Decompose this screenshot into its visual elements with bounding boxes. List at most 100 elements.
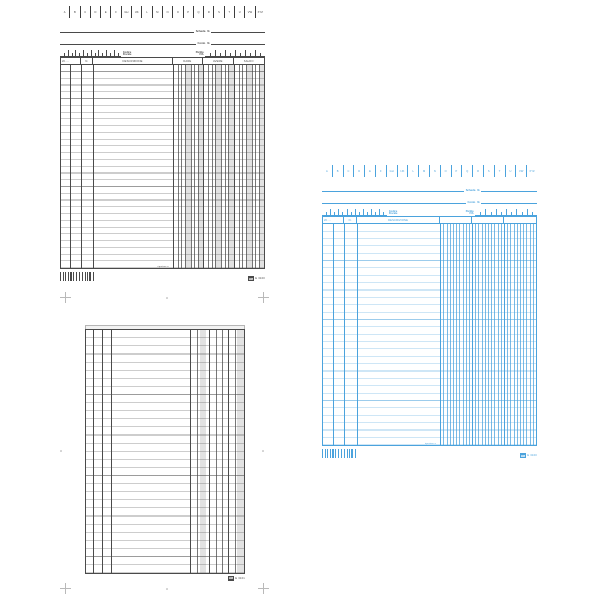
col-header-date: 20..... bbox=[61, 58, 82, 64]
product-code: E 3101 bbox=[235, 576, 245, 580]
scheda-number-label: N. bbox=[207, 29, 210, 33]
conto-write-line[interactable] bbox=[322, 198, 466, 204]
partita-iva-label: Partita IVA bbox=[464, 209, 475, 216]
scheda-number-line[interactable] bbox=[481, 186, 537, 192]
scheda-label: Scheda bbox=[195, 29, 206, 33]
registration-crosshair bbox=[60, 583, 71, 594]
alphabet-tab[interactable]: L bbox=[408, 165, 420, 177]
codice-fiscale-label: Codice Fiscale bbox=[387, 209, 398, 216]
col-header-saldo bbox=[504, 217, 536, 223]
alphabet-tab[interactable]: N bbox=[163, 6, 174, 18]
fiscal-codes-row: Codice Fiscale Partita IVA bbox=[60, 46, 266, 57]
alphabet-tab[interactable]: P bbox=[184, 6, 194, 18]
alphabet-tab[interactable]: GH bbox=[122, 6, 133, 18]
alphabet-tab[interactable]: E bbox=[365, 165, 376, 177]
piva-label-line2: IVA bbox=[469, 212, 474, 216]
conto-number-line[interactable] bbox=[211, 39, 265, 45]
codice-fiscale-boxes[interactable] bbox=[322, 209, 388, 216]
col-header-saldo: SALDO bbox=[243, 59, 254, 63]
alphabet-tab[interactable]: IJK bbox=[132, 6, 143, 18]
alphabet-tab[interactable]: Q bbox=[194, 6, 205, 18]
field-conto[interactable]: Conto N. bbox=[60, 36, 265, 45]
registration-dot bbox=[262, 450, 264, 452]
alphabet-tab[interactable]: N bbox=[430, 165, 441, 177]
alphabet-tab[interactable]: U bbox=[506, 165, 517, 177]
alphabet-tab[interactable]: R bbox=[204, 6, 215, 18]
partita-iva-boxes[interactable] bbox=[475, 209, 538, 216]
alphabet-tab[interactable]: S bbox=[484, 165, 495, 177]
alphabet-tab[interactable]: O bbox=[173, 6, 184, 18]
field-conto[interactable]: Conto N. bbox=[322, 195, 537, 204]
table-body-back[interactable] bbox=[86, 330, 244, 573]
field-scheda[interactable]: Scheda N. bbox=[322, 183, 537, 192]
scheda-label: Scheda bbox=[465, 188, 476, 192]
back-top-strip bbox=[85, 325, 245, 329]
piva-label-line2: IVA bbox=[199, 53, 204, 57]
alphabet-tab[interactable]: E bbox=[101, 6, 112, 18]
alphabet-tab[interactable]: M bbox=[153, 6, 163, 18]
alphabet-tab[interactable]: F bbox=[111, 6, 122, 18]
alphabet-tab[interactable]: D bbox=[91, 6, 102, 18]
ledger-table-back bbox=[85, 329, 245, 574]
alphabet-tab[interactable]: S bbox=[214, 6, 225, 18]
product-code: E 3100 bbox=[527, 454, 537, 458]
conto-number-label: N. bbox=[477, 200, 480, 204]
brand-logo: BM bbox=[519, 453, 527, 458]
alphabet-tab[interactable]: P bbox=[452, 165, 463, 177]
ledger-table: 20..... N. DESCRIZIONE DARE AVERE SALDO bbox=[60, 57, 265, 269]
alphabet-tab[interactable]: O bbox=[441, 165, 452, 177]
alphabet-tab[interactable]: T bbox=[225, 6, 236, 18]
conto-number-label: N. bbox=[207, 41, 210, 45]
alphabet-tab[interactable]: XYZ bbox=[257, 10, 263, 14]
ledger-card-front-blue: A B C D E F GH IJK L M N O P Q R S T U V… bbox=[322, 165, 538, 458]
alphabet-tab[interactable]: GH bbox=[387, 165, 398, 177]
registration-dot bbox=[166, 588, 168, 590]
alphabet-tab[interactable]: B bbox=[70, 6, 81, 18]
alphabet-tab[interactable]: XYZ bbox=[529, 169, 535, 173]
alphabet-tab[interactable]: Q bbox=[462, 165, 474, 177]
alphabet-tab[interactable]: B bbox=[333, 165, 344, 177]
alphabet-tab[interactable]: VW bbox=[245, 6, 256, 18]
alphabet-tab[interactable]: F bbox=[376, 165, 387, 177]
alphabet-tab[interactable]: IJK bbox=[398, 165, 409, 177]
table-body[interactable]: riportare a bbox=[61, 65, 264, 268]
table-body[interactable]: riportare a bbox=[323, 224, 536, 445]
product-code-line: BM E 3100 bbox=[519, 453, 537, 458]
alphabet-tab[interactable]: M bbox=[419, 165, 430, 177]
codice-fiscale-label: Codice Fiscale bbox=[121, 51, 132, 57]
carry-forward-note: riportare a bbox=[424, 442, 436, 445]
col-header-desc: DESCRIZIONE bbox=[93, 58, 173, 64]
conto-number-line[interactable] bbox=[481, 198, 537, 204]
alphabet-tab[interactable]: VW bbox=[516, 165, 528, 177]
cf-label-line1: Codice bbox=[388, 209, 398, 213]
alphabet-index-row: A B C D E F GH IJK L M N O P Q R S T U V… bbox=[322, 165, 537, 177]
alphabet-tab[interactable]: C bbox=[344, 165, 355, 177]
brand-logo: BM bbox=[227, 576, 235, 581]
alphabet-tab[interactable]: L bbox=[142, 6, 153, 18]
scheda-write-line[interactable] bbox=[60, 27, 194, 33]
piva-label-line1: Partita bbox=[195, 50, 204, 54]
ledger-card-back-grey: BM E 3101 bbox=[85, 325, 245, 581]
row-rules bbox=[61, 65, 264, 268]
piva-label-line1: Partita bbox=[465, 209, 474, 213]
field-scheda[interactable]: Scheda N. bbox=[60, 24, 265, 33]
registration-dot bbox=[60, 450, 62, 452]
scheda-write-line[interactable] bbox=[322, 186, 464, 192]
row-rules bbox=[86, 330, 244, 573]
alphabet-tab[interactable]: D bbox=[354, 165, 366, 177]
conto-write-line[interactable] bbox=[60, 39, 196, 45]
alphabet-tab[interactable]: R bbox=[473, 165, 484, 177]
scheda-number-line[interactable] bbox=[211, 27, 265, 33]
alphabet-tab[interactable]: A bbox=[322, 165, 333, 177]
barcode bbox=[322, 449, 356, 458]
product-code-line-back: BM E 3101 bbox=[227, 576, 245, 581]
scheda-number-label: N. bbox=[477, 188, 480, 192]
alphabet-tab[interactable]: T bbox=[495, 165, 506, 177]
partita-iva-label: Partita IVA bbox=[194, 50, 205, 57]
alphabet-tab[interactable]: C bbox=[81, 6, 91, 18]
alphabet-tab[interactable]: A bbox=[60, 6, 71, 18]
row-rules bbox=[323, 224, 536, 445]
partita-iva-boxes[interactable] bbox=[205, 50, 266, 57]
alphabet-tab[interactable]: U bbox=[235, 6, 246, 18]
codice-fiscale-boxes[interactable] bbox=[60, 50, 122, 57]
